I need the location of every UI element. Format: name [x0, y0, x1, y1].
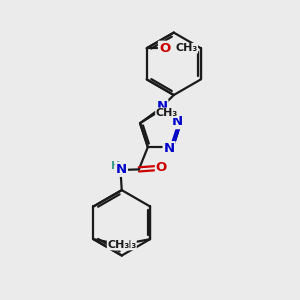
- Text: N: N: [171, 115, 182, 128]
- Text: CH₃: CH₃: [107, 240, 129, 250]
- Text: O: O: [159, 42, 170, 55]
- Text: CH₃: CH₃: [176, 43, 198, 53]
- Text: N: N: [116, 163, 127, 176]
- Text: CH₃: CH₃: [156, 108, 178, 118]
- Text: H: H: [111, 161, 120, 171]
- Text: O: O: [156, 161, 167, 174]
- Text: N: N: [156, 100, 167, 113]
- Text: N: N: [164, 142, 175, 155]
- Text: CH₃: CH₃: [114, 240, 136, 250]
